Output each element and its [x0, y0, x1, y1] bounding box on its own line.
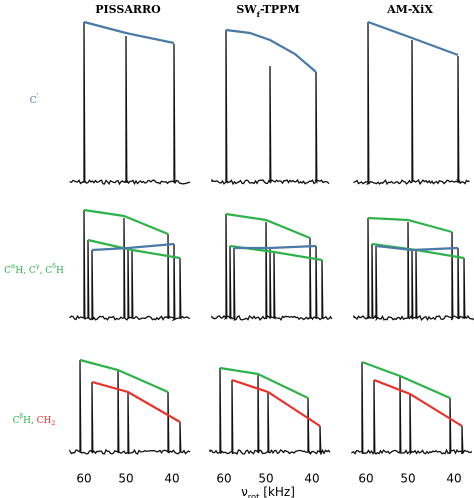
- x-tick-label: 60: [216, 472, 231, 486]
- text-segment: -TPPM: [260, 3, 300, 16]
- text-segment: H: [56, 266, 64, 276]
- spectrum: [353, 217, 474, 322]
- curve: [91, 242, 175, 252]
- spectrum: [211, 213, 333, 321]
- spectrum: [353, 21, 470, 186]
- curves: [79, 20, 465, 427]
- curve: [234, 244, 317, 250]
- x-tick-label: 50: [118, 472, 133, 486]
- text-segment: , C: [40, 266, 53, 276]
- curve: [79, 358, 169, 394]
- text-segment: ': [37, 93, 39, 100]
- text-segment: SW: [236, 3, 257, 16]
- text-segment: H,: [23, 416, 37, 426]
- text-segment: f: [257, 10, 261, 19]
- row-label: CβH, CH2: [13, 413, 56, 427]
- tick: νrot [kHz]: [241, 485, 295, 498]
- text-segment: α: [11, 263, 16, 270]
- text-segment: PISSARRO: [95, 3, 161, 16]
- x-tick-label: 60: [76, 472, 91, 486]
- curve: [361, 360, 451, 400]
- spectrum: [69, 359, 191, 455]
- row-label: C': [30, 93, 39, 106]
- text-segment: ν: [241, 485, 248, 498]
- text-segment: AM-XiX: [386, 3, 433, 16]
- text-segment: δ: [52, 263, 56, 270]
- row-label: CαH, Cγ, CδH: [4, 263, 64, 276]
- curve: [367, 216, 453, 234]
- col-title: AM-XiX: [386, 3, 433, 16]
- spectrum: [209, 367, 331, 456]
- x-tick-label: 40: [164, 472, 179, 486]
- curve: [373, 378, 463, 427]
- x-tick-label: 40: [446, 472, 461, 486]
- curve: [83, 20, 175, 45]
- text-segment: [kHz]: [259, 485, 294, 498]
- col-title: PISSARRO: [95, 3, 161, 16]
- curve: [83, 208, 169, 236]
- spectrum: [211, 29, 330, 186]
- curve: [91, 380, 181, 423]
- spectra: [69, 21, 474, 456]
- x-tick-label: 50: [258, 472, 273, 486]
- text-segment: rot: [248, 492, 260, 498]
- curve: [231, 378, 321, 427]
- labels: PISSARRO 60 50 40 SWf-TPPM 60 50 40 AM-XiX 60 50 40…: [4, 3, 461, 498]
- spectrum: [351, 361, 473, 456]
- text-segment: γ: [36, 263, 40, 270]
- x-tick-label: 40: [304, 472, 319, 486]
- text-segment: C: [13, 416, 20, 426]
- curve: [87, 238, 181, 260]
- text-segment: 2: [51, 420, 55, 427]
- curve: [225, 212, 311, 240]
- curve: [225, 28, 317, 73]
- spectrum: [69, 21, 191, 186]
- x-tick-label: 60: [358, 472, 373, 486]
- text-segment: C: [30, 96, 37, 106]
- text-segment: β: [19, 413, 23, 420]
- col-title: SWf-TPPM: [236, 3, 299, 19]
- text-segment: H, C: [15, 266, 36, 276]
- text-segment: CH: [37, 416, 52, 426]
- curve: [219, 366, 309, 399]
- spectrum: [69, 209, 191, 322]
- text-segment: C: [4, 266, 11, 276]
- curve: [375, 244, 459, 252]
- curve: [367, 20, 459, 57]
- x-tick-label: 50: [400, 472, 415, 486]
